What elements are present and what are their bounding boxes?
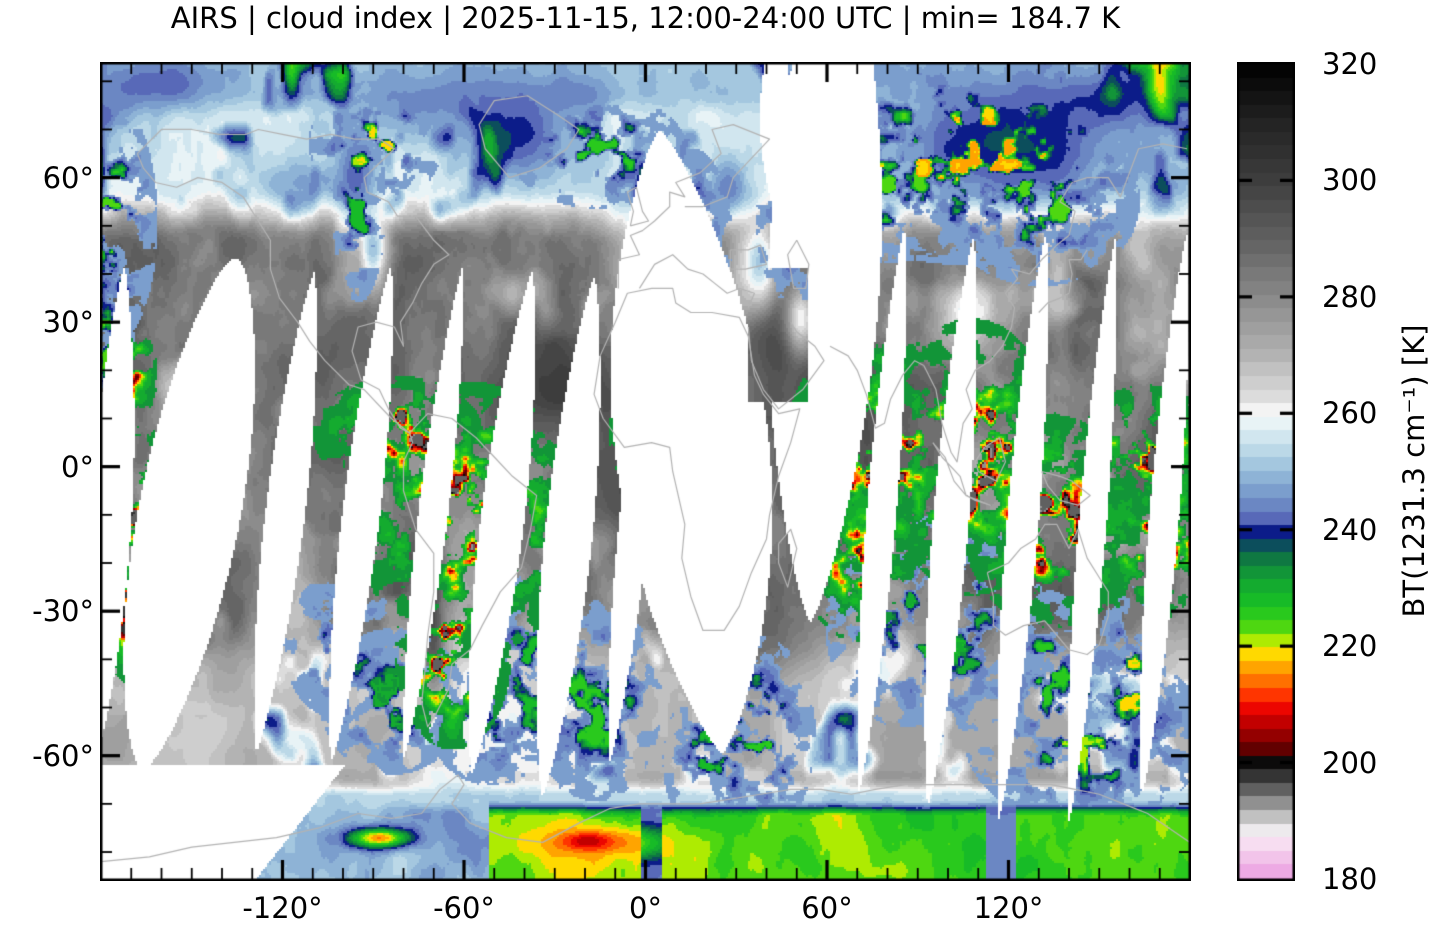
colorbar-tick-label-280: 280 [1322, 279, 1378, 314]
y-tick-label-0°: 0° [61, 449, 94, 484]
x-tick-label-120°: 120° [973, 891, 1044, 925]
colorbar-tick-label-180: 180 [1322, 862, 1378, 896]
x-tick-label--60°: -60° [433, 891, 495, 925]
x-tick-label-60°: 60° [801, 891, 853, 925]
colorbar-tick-label-220: 220 [1322, 629, 1378, 664]
colorbar-tick-label-300: 300 [1322, 163, 1378, 198]
colorbar-axis-label: BT(1231.3 cm⁻¹) [K] [1397, 324, 1431, 618]
map-canvas [100, 62, 1191, 881]
x-tick-label-0°: 0° [629, 891, 662, 925]
colorbar-tick-label-260: 260 [1322, 396, 1378, 431]
y-tick-label-30°: 30° [42, 305, 94, 340]
x-tick-label--120°: -120° [242, 891, 323, 925]
y-tick-label--60°: -60° [32, 738, 94, 773]
colorbar-tick-label-200: 200 [1322, 745, 1378, 780]
colorbar-canvas [1237, 62, 1295, 881]
y-tick-label-60°: 60° [42, 160, 94, 195]
y-tick-label--30°: -30° [32, 594, 94, 629]
colorbar-tick-label-240: 240 [1322, 512, 1378, 547]
page-title: AIRS | cloud index | 2025-11-15, 12:00-2… [170, 1, 1121, 35]
colorbar-tick-label-320: 320 [1322, 47, 1378, 81]
